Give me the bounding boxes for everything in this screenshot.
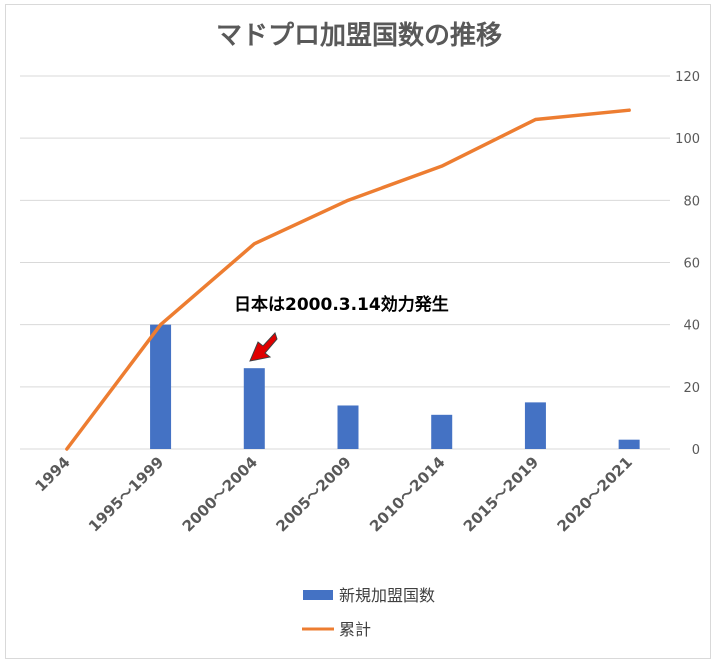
bar <box>243 368 265 449</box>
gridlines <box>20 75 670 388</box>
x-tick-label: 1995～1999 <box>85 453 167 535</box>
x-tick-label: 2000～2004 <box>179 453 261 535</box>
legend-label-new-members: 新規加盟国数 <box>339 586 435 605</box>
bar <box>431 414 453 449</box>
y-tick-label: 0 <box>692 443 700 458</box>
legend-swatch-new-members <box>303 590 333 600</box>
annotation-arrow <box>249 332 278 362</box>
x-tick-label: 2020～2021 <box>554 453 636 535</box>
legend-label-cumulative: 累計 <box>339 620 371 639</box>
annotation-arrow-shape <box>249 332 278 362</box>
x-tick-label: 2015～2019 <box>460 453 542 535</box>
cumulative-line <box>65 108 631 451</box>
legend: 新規加盟国数 累計 <box>302 586 435 639</box>
y-tick-label: 100 <box>675 132 700 147</box>
x-tick-label: 1994 <box>31 453 73 495</box>
x-tick-label: 2010～2014 <box>366 453 448 535</box>
annotation-text: 日本は2000.3.14効力発生 <box>234 294 449 315</box>
chart-title: マドプロ加盟国数の推移 <box>216 21 502 51</box>
bar <box>618 439 640 449</box>
y-axis-ticks: 0 20 40 60 80 100 120 <box>675 70 700 458</box>
bar <box>524 402 546 449</box>
bar <box>150 324 172 449</box>
y-tick-label: 40 <box>683 319 700 334</box>
line-series <box>65 108 631 451</box>
y-tick-label: 120 <box>675 70 700 85</box>
bar-series <box>150 324 640 449</box>
x-axis-ticks: 1994 1995～1999 2000～2004 2005～2009 2010～2014… <box>31 453 636 535</box>
y-tick-label: 20 <box>683 381 700 396</box>
bar <box>337 405 359 449</box>
y-tick-label: 80 <box>683 194 700 209</box>
y-tick-label: 60 <box>683 257 700 272</box>
x-tick-label: 2005～2009 <box>272 453 354 535</box>
